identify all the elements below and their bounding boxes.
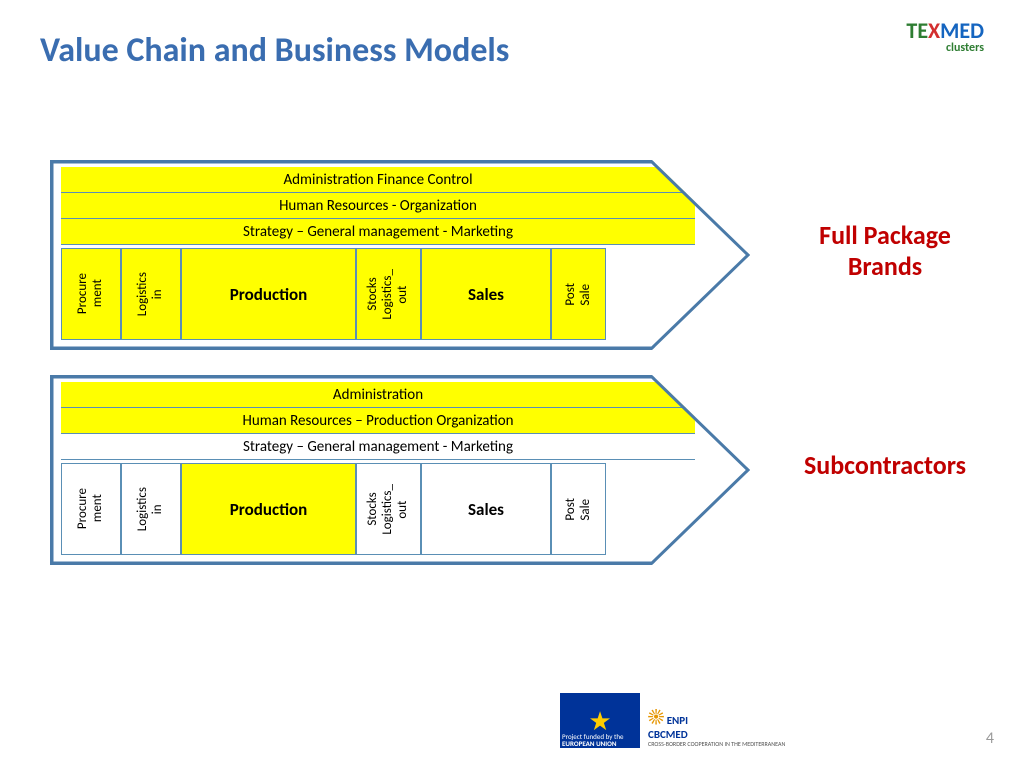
primary-activity-cell: Logisticsin <box>121 248 181 340</box>
texmed-logo: TEXMED clusters <box>906 20 984 54</box>
activity-label: Production <box>230 284 308 305</box>
primary-activity-cell: StocksLogistics_out <box>356 248 421 340</box>
primary-activity-cell: StocksLogistics_out <box>356 463 421 555</box>
activity-label: PostSale <box>564 283 594 306</box>
activity-label: StocksLogistics_out <box>366 484 411 535</box>
activity-label: Logisticsin <box>136 272 166 316</box>
primary-activity-cell: Logisticsin <box>121 463 181 555</box>
value-chain-full-package: Administration Finance ControlHuman Reso… <box>50 160 750 350</box>
support-activity-row: Strategy – General management - Marketin… <box>61 219 695 245</box>
support-activity-row: Administration <box>61 382 695 408</box>
enpi-text-2: CBCMED <box>648 728 688 741</box>
logo-part-1: TE <box>906 17 928 44</box>
support-activity-row: Human Resources – Production Organizatio… <box>61 408 695 434</box>
primary-activity-cell: PostSale <box>551 248 606 340</box>
primary-activity-cell: Procurement <box>61 248 121 340</box>
activity-label: PostSale <box>564 498 594 521</box>
logo-part-3: MED <box>940 17 984 44</box>
activity-label: Procurement <box>76 488 106 529</box>
label-full-package: Full Package Brands <box>780 220 990 282</box>
sun-icon: ☀ <box>648 703 664 730</box>
activity-label: Logisticsin <box>136 487 166 531</box>
support-activity-row: Strategy – General management - Marketin… <box>61 434 695 460</box>
eu-flag-icon: ★ Project funded by the EUROPEAN UNION <box>560 693 640 748</box>
label-subcontractors: Subcontractors <box>780 450 990 481</box>
activity-label: Production <box>230 499 308 520</box>
primary-activity-cell: Production <box>181 248 356 340</box>
primary-activity-cell: Production <box>181 463 356 555</box>
logo-part-2: X <box>928 17 940 44</box>
support-activity-row: Human Resources - Organization <box>61 193 695 219</box>
primary-activity-cell: Sales <box>421 248 551 340</box>
footer-logos: ★ Project funded by the EUROPEAN UNION ☀… <box>560 693 785 748</box>
support-activity-row: Administration Finance Control <box>61 167 695 193</box>
page-title: Value Chain and Business Models <box>40 30 509 71</box>
enpi-logo: ☀ ENPI CBCMED CROSS-BORDER COOPERATION I… <box>648 705 785 748</box>
value-chain-subcontractors: AdministrationHuman Resources – Producti… <box>50 375 750 565</box>
enpi-text-1: ENPI <box>667 714 688 727</box>
eu-caption-2: EUROPEAN UNION <box>562 739 616 748</box>
activity-label: Sales <box>468 499 504 520</box>
primary-activity-cell: PostSale <box>551 463 606 555</box>
enpi-text-3: CROSS-BORDER COOPERATION IN THE MEDITERR… <box>648 741 785 748</box>
activity-label: Procurement <box>76 273 106 314</box>
primary-activity-cell: Procurement <box>61 463 121 555</box>
primary-activity-cell: Sales <box>421 463 551 555</box>
activity-label: Sales <box>468 284 504 305</box>
page-number: 4 <box>986 729 994 748</box>
activity-label: StocksLogistics_out <box>366 269 411 320</box>
